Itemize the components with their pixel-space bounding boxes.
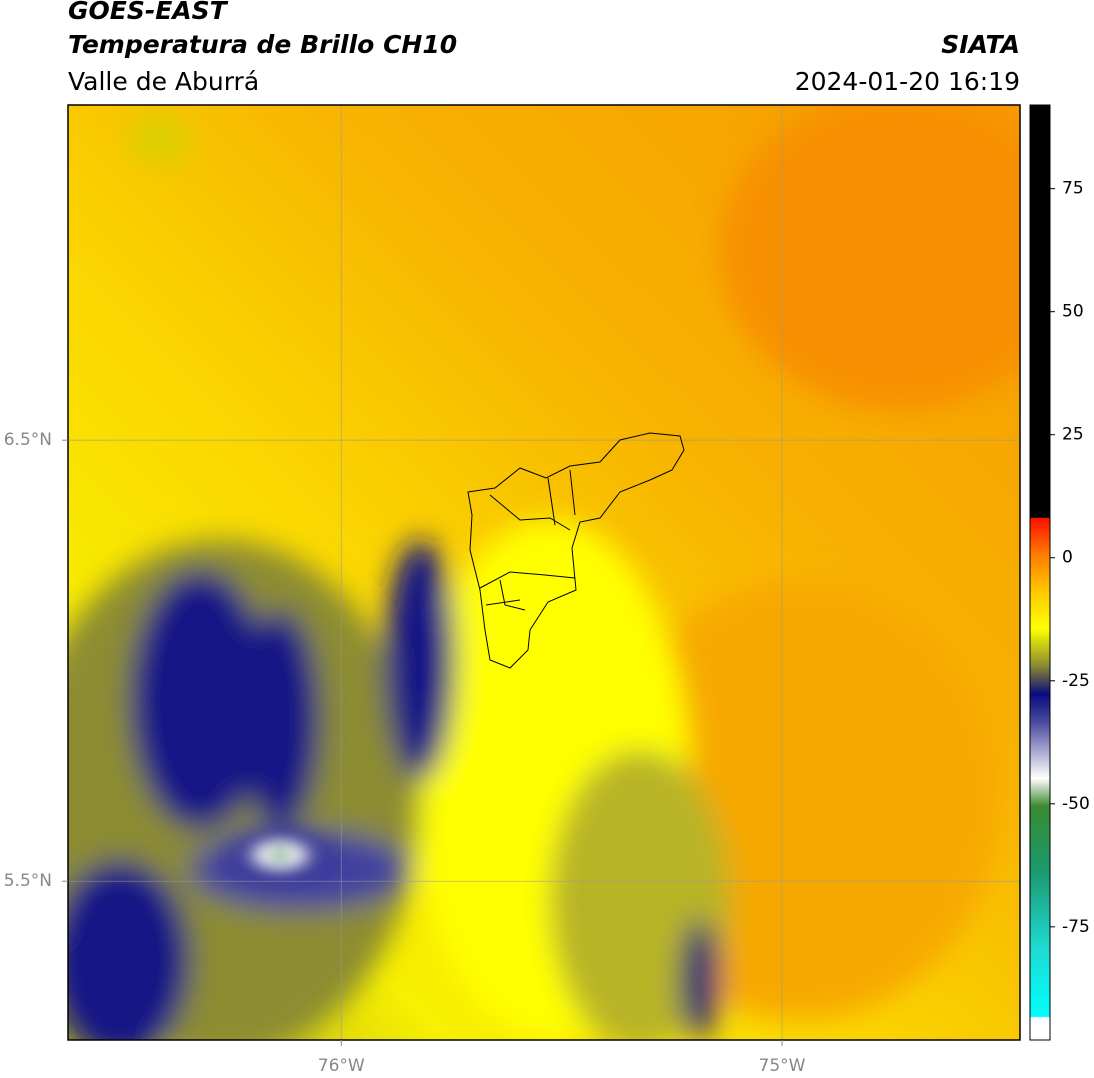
lat-tick-label: 5.5°N [4,871,52,891]
colorbar [1029,104,1051,1041]
colorbar-tick-label: -50 [1062,794,1090,814]
map-frame [67,104,1021,1041]
colorbar-tick-label: -25 [1062,671,1090,691]
satellite-image [68,105,1020,1040]
colorbar-tick-label: 0 [1062,548,1073,568]
lon-tick-label: 75°W [759,1056,806,1076]
lat-tick-label: 6.5°N [4,430,52,450]
datetime: 2024-01-20 16:19 [795,67,1020,96]
colorbar-tick-label: 50 [1062,302,1084,322]
colorbar-tick-label: 25 [1062,425,1084,445]
colorbar-tick-label: -75 [1062,917,1090,937]
source: SIATA [941,30,1020,59]
colorbar-tick-label: 75 [1062,179,1084,199]
grid [68,105,1020,1040]
title: GOES-EAST [68,0,229,25]
municipal-boundaries [467,432,685,669]
region: Valle de Aburrá [68,67,259,96]
lon-tick-label: 76°W [318,1056,365,1076]
subtitle: Temperatura de Brillo CH10 [68,30,457,59]
